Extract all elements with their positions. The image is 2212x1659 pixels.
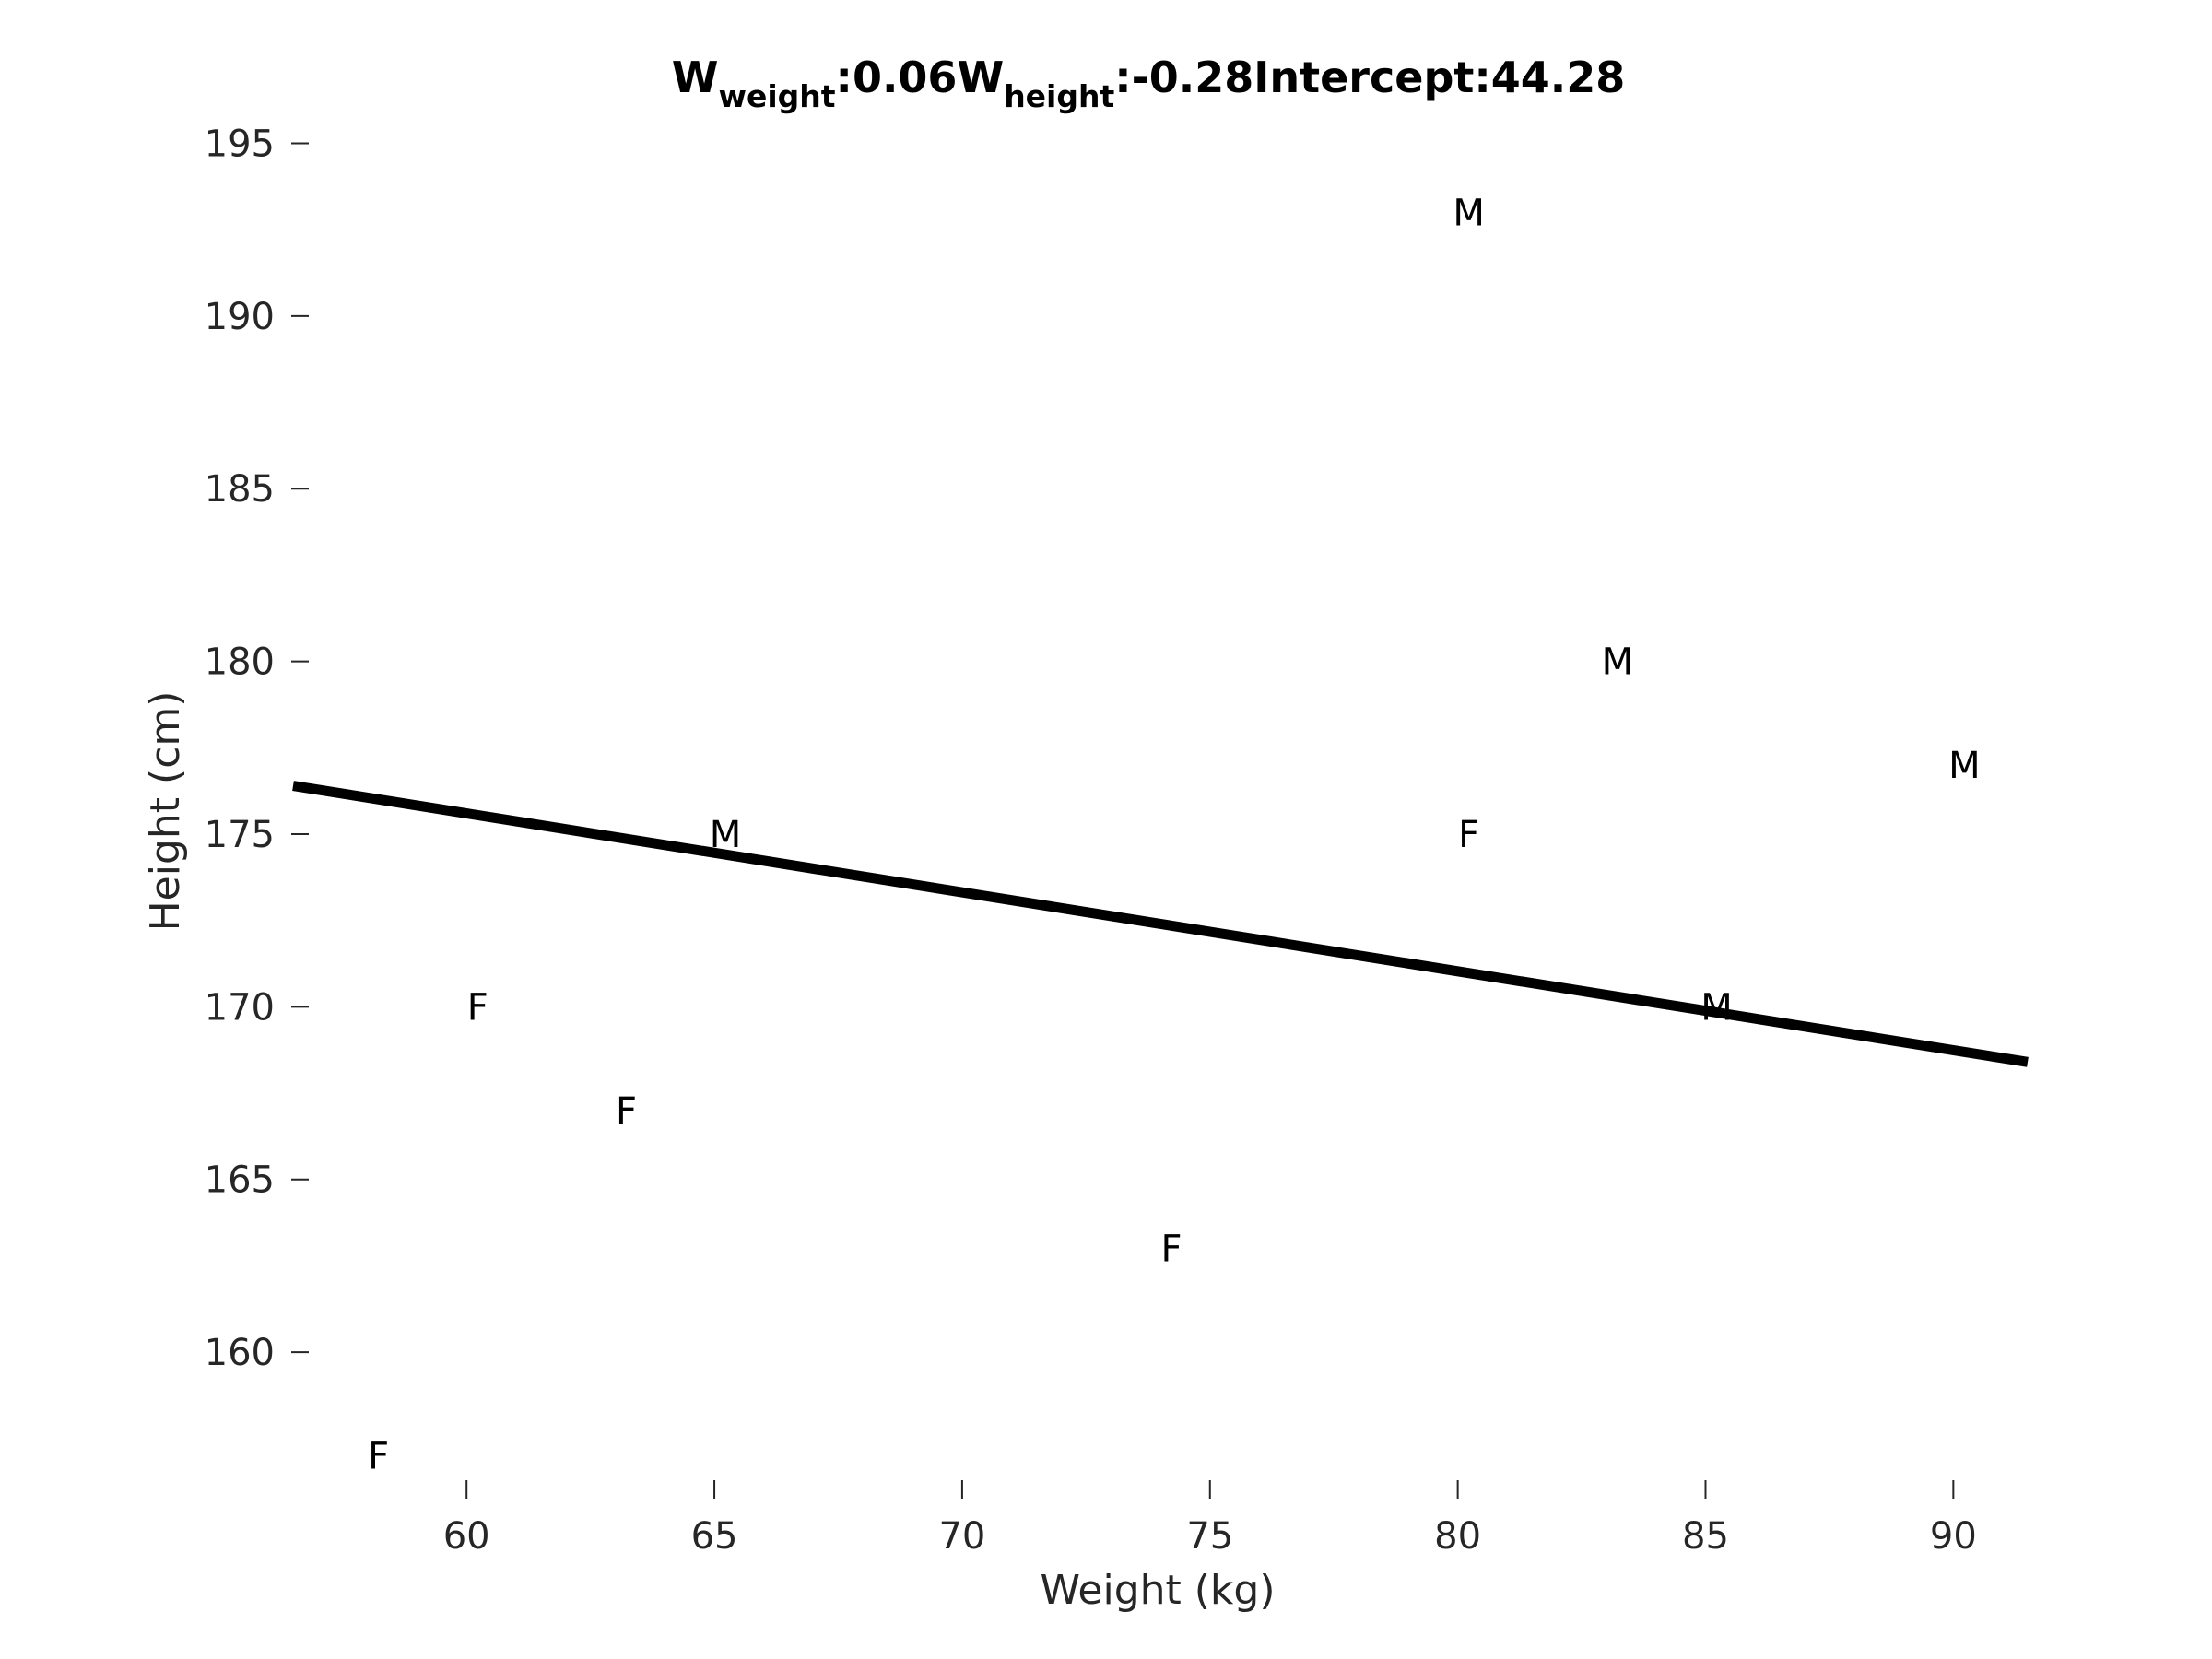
regression-line [292, 781, 2029, 1067]
x-tick-label: 85 [1682, 1515, 1729, 1558]
y-axis-label: Height (cm) [142, 691, 189, 932]
y-tick-label: 165 [205, 1159, 275, 1202]
intercept-value: Intercept:44.28 [1253, 53, 1625, 102]
x-axis: 60 65 70 75 80 85 90 [443, 1480, 1977, 1558]
y-axis: 160 165 170 175 180 185 190 195 [205, 123, 309, 1374]
x-tick-label: 65 [691, 1515, 738, 1558]
w-weight-subscript: weight [718, 78, 835, 114]
x-tick-label: 70 [938, 1515, 985, 1558]
y-tick-label: 180 [205, 641, 275, 684]
point-female: F [1458, 814, 1479, 856]
point-female: F [368, 1436, 389, 1478]
x-tick-label: 80 [1434, 1515, 1481, 1558]
y-tick-label: 160 [205, 1332, 275, 1374]
point-male: M [1948, 745, 1981, 787]
chart-title: Wweight:0.06Wheight:-0.28Intercept:44.28 [672, 53, 1626, 114]
y-tick-label: 175 [205, 814, 275, 856]
w-height-symbol: W [957, 53, 1004, 102]
y-tick-label: 185 [205, 468, 275, 511]
x-axis-label: Weight (kg) [1040, 1567, 1275, 1614]
point-male: M [710, 814, 742, 856]
y-tick-label: 195 [205, 123, 275, 165]
point-female: F [467, 986, 488, 1029]
w-height-value: :-0.28 [1114, 53, 1253, 102]
point-male: M [1453, 192, 1485, 234]
regression-line-layer [292, 781, 2029, 1067]
point-male: M [1700, 986, 1733, 1029]
points-layer: F F F M F M F M M M [368, 192, 1980, 1477]
point-female: F [616, 1090, 637, 1133]
point-female: F [1160, 1229, 1182, 1271]
x-tick-label: 75 [1186, 1515, 1233, 1558]
w-weight-symbol: W [672, 53, 719, 102]
w-height-subscript: height [1004, 78, 1114, 114]
y-tick-label: 190 [205, 296, 275, 338]
w-weight-value: :0.06 [836, 53, 958, 102]
y-tick-label: 170 [205, 986, 275, 1029]
point-male: M [1602, 641, 1634, 684]
x-tick-label: 60 [443, 1515, 490, 1558]
x-tick-label: 90 [1930, 1515, 1977, 1558]
